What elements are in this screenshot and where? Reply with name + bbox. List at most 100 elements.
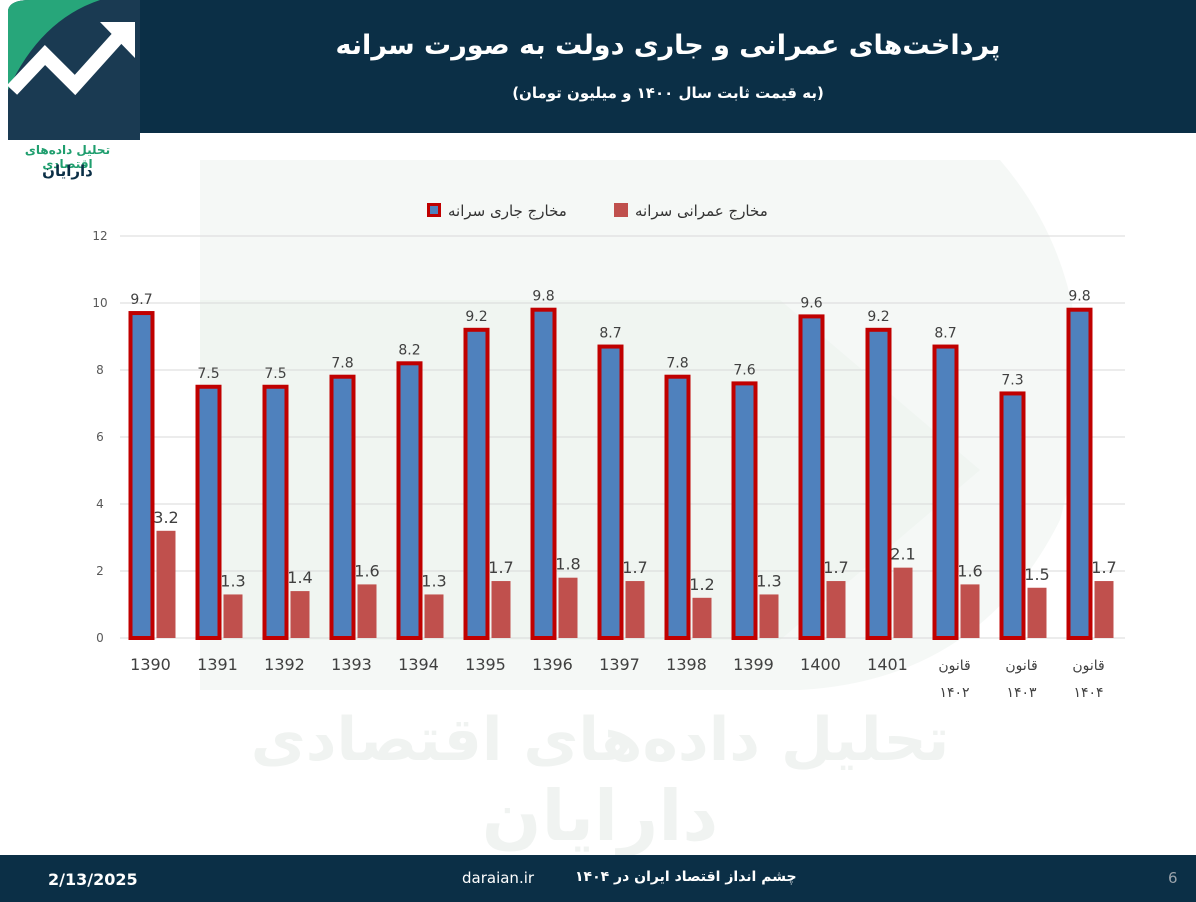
data-label-capital: 1.6 [957, 561, 982, 580]
bar-current [1066, 307, 1093, 640]
data-label-capital: 1.4 [287, 568, 312, 587]
logo-tagline: تحلیل داده‌های اقتصادی [24, 143, 111, 171]
data-label-capital: 1.8 [555, 555, 580, 574]
bar-current [597, 344, 624, 640]
watermark-text-2: دارایان [482, 775, 719, 855]
data-label-capital: 2.1 [890, 545, 915, 564]
data-label-capital: 1.3 [220, 571, 245, 590]
data-label-current: 7.8 [331, 356, 353, 372]
bar-capital [625, 581, 645, 638]
bar-current [262, 384, 289, 640]
bar-current [865, 327, 892, 640]
bar-capital [491, 581, 511, 638]
bar-current [664, 374, 691, 640]
bar-capital [357, 584, 377, 638]
data-label-capital: 1.2 [689, 575, 714, 594]
data-label-current: 8.2 [398, 342, 420, 358]
x-tick-label: 1391 [197, 655, 238, 674]
data-label-capital: 1.7 [488, 558, 513, 577]
legend-swatch-current [427, 203, 441, 217]
x-tick-label: 1395 [465, 655, 506, 674]
bar-capital [223, 594, 243, 638]
x-tick-label: قانون [1005, 658, 1037, 674]
data-label-capital: 1.7 [1091, 558, 1116, 577]
page-title: پرداخت‌های عمرانی و جاری دولت به صورت سر… [335, 30, 1001, 61]
footer-bar [0, 855, 1196, 902]
arrow-up-icon [100, 22, 135, 58]
bar-capital [424, 594, 444, 638]
legend-label-capital: مخارج عمرانی سرانه [635, 202, 768, 220]
bar-capital [290, 591, 310, 638]
x-tick-label: 1401 [867, 655, 908, 674]
bar-current [329, 374, 356, 640]
bar-capital [156, 530, 176, 638]
data-label-current: 8.7 [934, 326, 956, 342]
bar-chart: 0 2 4 6 8 10 12 9.7 3.2 1390 7.5 1.3 1391 7.5 1.4 1392 7… [92, 229, 1125, 701]
bar-capital [558, 577, 578, 638]
data-label-current: 7.6 [733, 362, 755, 378]
y-tick-label: 4 [96, 497, 104, 511]
footer-site-link[interactable]: daraian.ir [462, 869, 535, 887]
x-tick-label: 1390 [130, 655, 171, 674]
bar-current [195, 384, 222, 640]
watermark-text-1: تحلیل داده‌های اقتصادی [251, 705, 950, 775]
data-label-current: 9.2 [465, 309, 487, 325]
legend-swatch-capital [614, 203, 628, 217]
y-tick-label: 8 [96, 363, 104, 377]
bar-capital [893, 567, 913, 638]
bar-capital [1027, 587, 1047, 638]
data-label-current: 9.2 [867, 309, 889, 325]
x-tick-label: 1397 [599, 655, 640, 674]
y-tick-label: 12 [92, 229, 107, 243]
logo [6, 0, 140, 140]
footer-caption: چشم انداز اقتصاد ایران در ۱۴۰۴ [575, 869, 797, 885]
bar-capital [826, 581, 846, 638]
data-label-capital: 3.2 [153, 508, 178, 527]
data-label-current: 7.3 [1001, 372, 1023, 388]
data-label-current: 9.6 [800, 295, 822, 311]
y-tick-label: 2 [96, 564, 104, 578]
y-tick-label: 0 [96, 631, 104, 645]
data-label-current: 9.8 [532, 289, 554, 305]
footer-date: 2/13/2025 [48, 870, 138, 889]
data-label-capital: 1.7 [622, 558, 647, 577]
bar-current [128, 311, 155, 640]
bar-current [999, 391, 1026, 641]
page-number: 6 [1168, 869, 1178, 887]
bar-current [530, 307, 557, 640]
page-subtitle: (به قیمت ثابت سال ۱۴۰۰ و میلیون تومان) [512, 84, 824, 102]
bar-capital [1094, 581, 1114, 638]
bar-current [731, 381, 758, 640]
x-tick-label: 1398 [666, 655, 707, 674]
y-tick-label: 10 [92, 296, 107, 310]
data-label-capital: 1.3 [421, 571, 446, 590]
x-tick-label: 1394 [398, 655, 439, 674]
legend-label-current: مخارج جاری سرانه [448, 202, 567, 220]
data-label-current: 7.5 [264, 366, 286, 382]
bar-current [798, 314, 825, 640]
x-tick-label: 1393 [331, 655, 372, 674]
data-label-current: 9.8 [1068, 289, 1090, 305]
data-label-current: 7.8 [666, 356, 688, 372]
x-tick-label: قانون [938, 658, 970, 674]
x-tick-label: ۱۴۰۴ [1073, 685, 1103, 701]
data-label-current: 7.5 [197, 366, 219, 382]
data-label-capital: 1.7 [823, 558, 848, 577]
bar-current [396, 361, 423, 640]
data-label-capital: 1.3 [756, 571, 781, 590]
logo-name: دارایان [42, 162, 93, 180]
x-tick-label: ۱۴۰۳ [1006, 685, 1037, 701]
bar-current [932, 344, 959, 640]
data-label-capital: 1.5 [1024, 565, 1049, 584]
bar-capital [960, 584, 980, 638]
data-label-capital: 1.6 [354, 561, 379, 580]
data-label-current: 9.7 [130, 292, 152, 308]
x-tick-label: 1400 [800, 655, 841, 674]
data-label-current: 8.7 [599, 326, 621, 342]
bar-capital [692, 597, 712, 638]
bar-capital [759, 594, 779, 638]
x-tick-label: ۱۴۰۲ [939, 685, 969, 701]
bar-current [463, 327, 490, 640]
x-tick-label: قانون [1072, 658, 1104, 674]
x-tick-label: 1399 [733, 655, 774, 674]
